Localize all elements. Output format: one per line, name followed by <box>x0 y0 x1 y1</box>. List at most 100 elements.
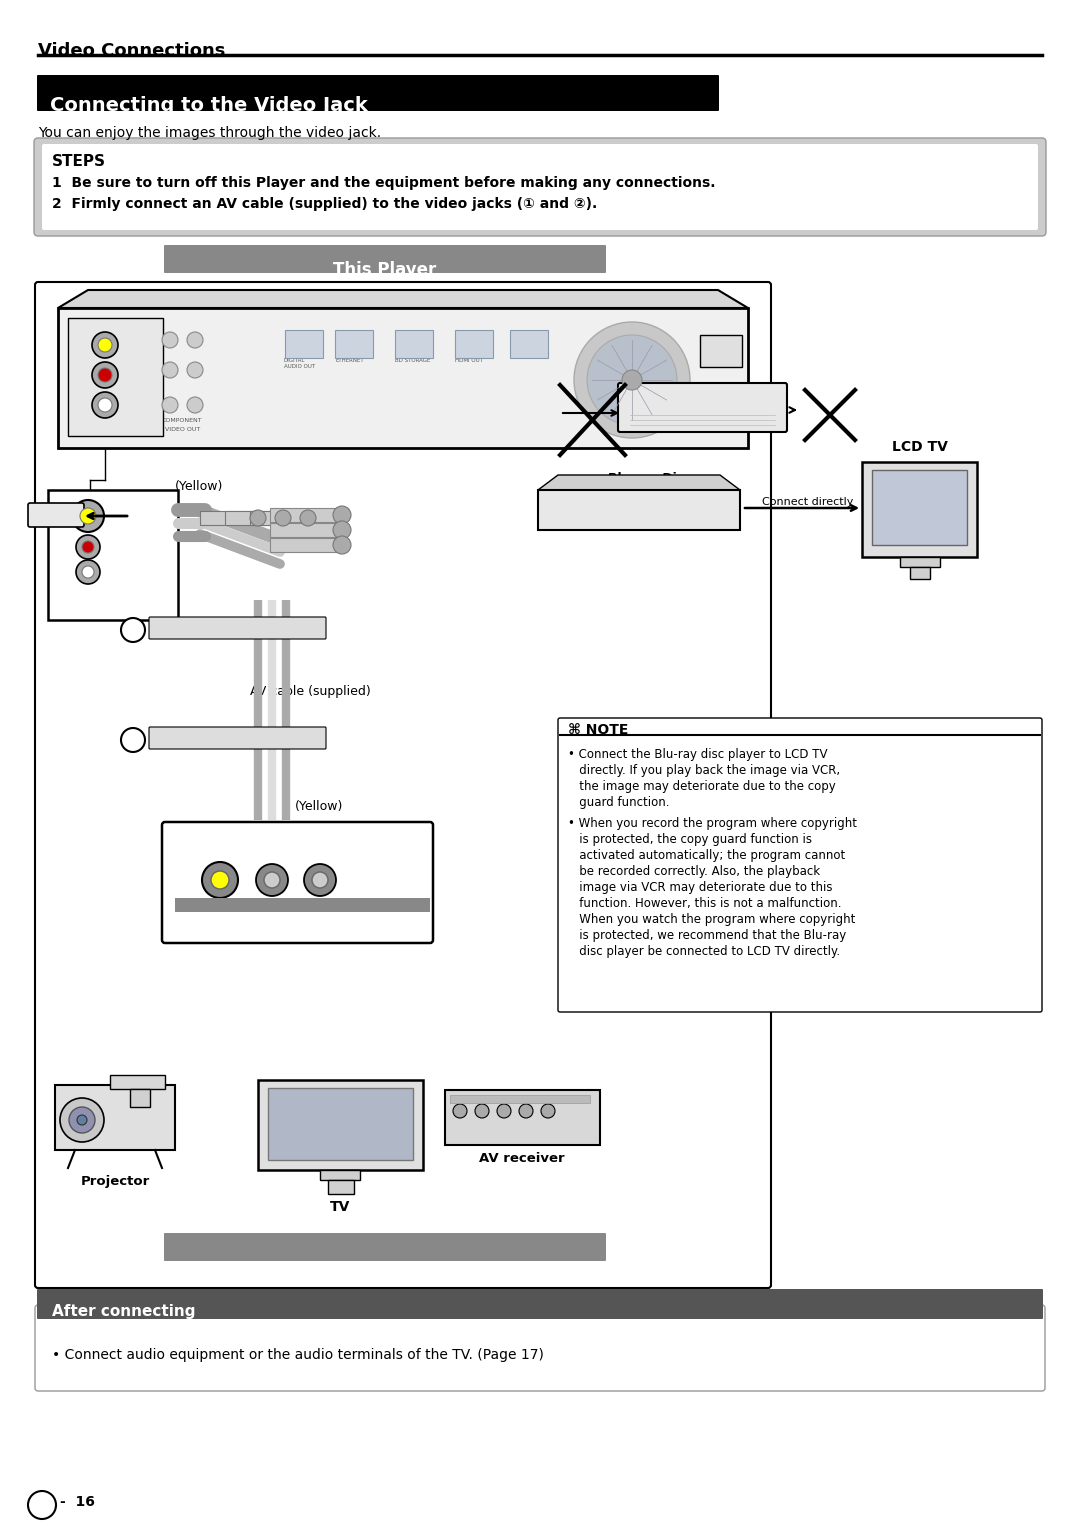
Bar <box>58 308 748 447</box>
Bar <box>328 1180 354 1193</box>
Text: You can enjoy the images through the video jack.: You can enjoy the images through the vid… <box>38 126 381 139</box>
Circle shape <box>622 371 642 391</box>
Bar <box>700 336 742 368</box>
Text: R: R <box>120 340 126 349</box>
Circle shape <box>69 1108 95 1134</box>
Text: be recorded correctly. Also, the playback: be recorded correctly. Also, the playbac… <box>568 866 820 878</box>
Text: AV cable (supplied): AV cable (supplied) <box>249 685 370 699</box>
Text: (Yellow): (Yellow) <box>175 480 224 493</box>
Text: • When you record the program where copyright: • When you record the program where copy… <box>568 817 858 830</box>
Text: Player: Player <box>608 484 652 496</box>
Bar <box>395 329 433 358</box>
Text: -  16: - 16 <box>60 1495 95 1509</box>
Circle shape <box>82 565 94 578</box>
Circle shape <box>60 1098 104 1141</box>
Text: Video equipment with a video jack: Video equipment with a video jack <box>237 1249 534 1264</box>
Circle shape <box>98 339 112 352</box>
Text: Blu-ray Disc: Blu-ray Disc <box>608 472 691 486</box>
Text: VIDEO: VIDEO <box>87 323 110 329</box>
Circle shape <box>76 561 100 584</box>
Text: AV receiver: AV receiver <box>480 1152 565 1164</box>
Text: VIDEO: VIDEO <box>72 498 104 507</box>
Circle shape <box>72 499 104 532</box>
Text: L: L <box>120 371 124 378</box>
Circle shape <box>588 336 677 424</box>
Circle shape <box>497 1105 511 1118</box>
Bar <box>900 558 940 567</box>
Circle shape <box>264 872 280 889</box>
Text: DIGITAL: DIGITAL <box>284 358 306 363</box>
Circle shape <box>519 1105 534 1118</box>
Circle shape <box>475 1105 489 1118</box>
Bar <box>48 490 178 620</box>
Text: is protected, the copy guard function is: is protected, the copy guard function is <box>568 833 812 846</box>
Text: VIDEO: VIDEO <box>199 858 229 869</box>
Circle shape <box>77 1115 87 1124</box>
Bar <box>270 538 340 552</box>
Circle shape <box>80 509 96 524</box>
Text: AV OUT: AV OUT <box>78 427 110 437</box>
Text: ⌘ NOTE: ⌘ NOTE <box>568 723 629 737</box>
Text: disc player be connected to LCD TV directly.: disc player be connected to LCD TV direc… <box>568 945 840 958</box>
Circle shape <box>202 863 238 898</box>
Polygon shape <box>538 475 740 490</box>
Circle shape <box>249 510 266 525</box>
Text: ETHERNET: ETHERNET <box>335 358 364 363</box>
Text: SUB AUDIO: SUB AUDIO <box>55 588 94 594</box>
Circle shape <box>98 398 112 412</box>
Circle shape <box>453 1105 467 1118</box>
Bar <box>68 319 163 437</box>
Bar <box>249 512 305 525</box>
Bar <box>285 329 323 358</box>
FancyBboxPatch shape <box>28 502 84 527</box>
Circle shape <box>82 541 94 553</box>
Circle shape <box>98 368 112 381</box>
Bar <box>270 509 340 522</box>
Bar <box>268 1088 413 1160</box>
Text: When you watch the program where copyright: When you watch the program where copyrig… <box>568 913 855 925</box>
Text: AUDIO OUT: AUDIO OUT <box>284 365 315 369</box>
Text: is protected, we recommend that the Blu-ray: is protected, we recommend that the Blu-… <box>568 928 847 942</box>
Circle shape <box>300 510 316 525</box>
Text: AC IN: AC IN <box>703 339 724 348</box>
Circle shape <box>256 864 288 896</box>
Circle shape <box>333 536 351 555</box>
FancyBboxPatch shape <box>35 282 771 1288</box>
Text: To VIDEO input jack: To VIDEO input jack <box>158 735 280 748</box>
Circle shape <box>162 397 178 414</box>
Text: (Yellow): (Yellow) <box>295 800 343 813</box>
FancyBboxPatch shape <box>37 75 719 110</box>
Circle shape <box>121 728 145 752</box>
Text: After connecting: After connecting <box>52 1304 195 1319</box>
Bar <box>335 329 373 358</box>
FancyBboxPatch shape <box>618 383 787 432</box>
FancyBboxPatch shape <box>35 1305 1045 1391</box>
FancyBboxPatch shape <box>42 144 1038 230</box>
FancyBboxPatch shape <box>162 823 433 944</box>
Text: Connecting to the Video Jack: Connecting to the Video Jack <box>50 97 368 115</box>
Bar <box>862 463 977 558</box>
FancyBboxPatch shape <box>37 1288 1043 1319</box>
Text: Video Connections: Video Connections <box>38 41 226 60</box>
Text: COMPONENT: COMPONENT <box>162 418 203 423</box>
Text: ①: ① <box>126 617 139 633</box>
Circle shape <box>187 332 203 348</box>
Bar <box>175 898 430 912</box>
Bar <box>455 329 492 358</box>
Bar <box>130 1089 150 1108</box>
FancyBboxPatch shape <box>164 245 606 273</box>
Circle shape <box>187 362 203 378</box>
Text: function. However, this is not a malfunction.: function. However, this is not a malfunc… <box>568 898 841 910</box>
Text: TV: TV <box>329 1200 350 1213</box>
Circle shape <box>275 510 291 525</box>
FancyBboxPatch shape <box>149 617 326 639</box>
Circle shape <box>573 322 690 438</box>
Polygon shape <box>58 290 748 308</box>
Circle shape <box>92 392 118 418</box>
FancyBboxPatch shape <box>164 1233 606 1261</box>
Text: image via VCR may deteriorate due to this: image via VCR may deteriorate due to thi… <box>568 881 833 895</box>
Circle shape <box>28 1491 56 1520</box>
Circle shape <box>92 332 118 358</box>
Text: R: R <box>102 544 107 553</box>
Circle shape <box>92 362 118 388</box>
